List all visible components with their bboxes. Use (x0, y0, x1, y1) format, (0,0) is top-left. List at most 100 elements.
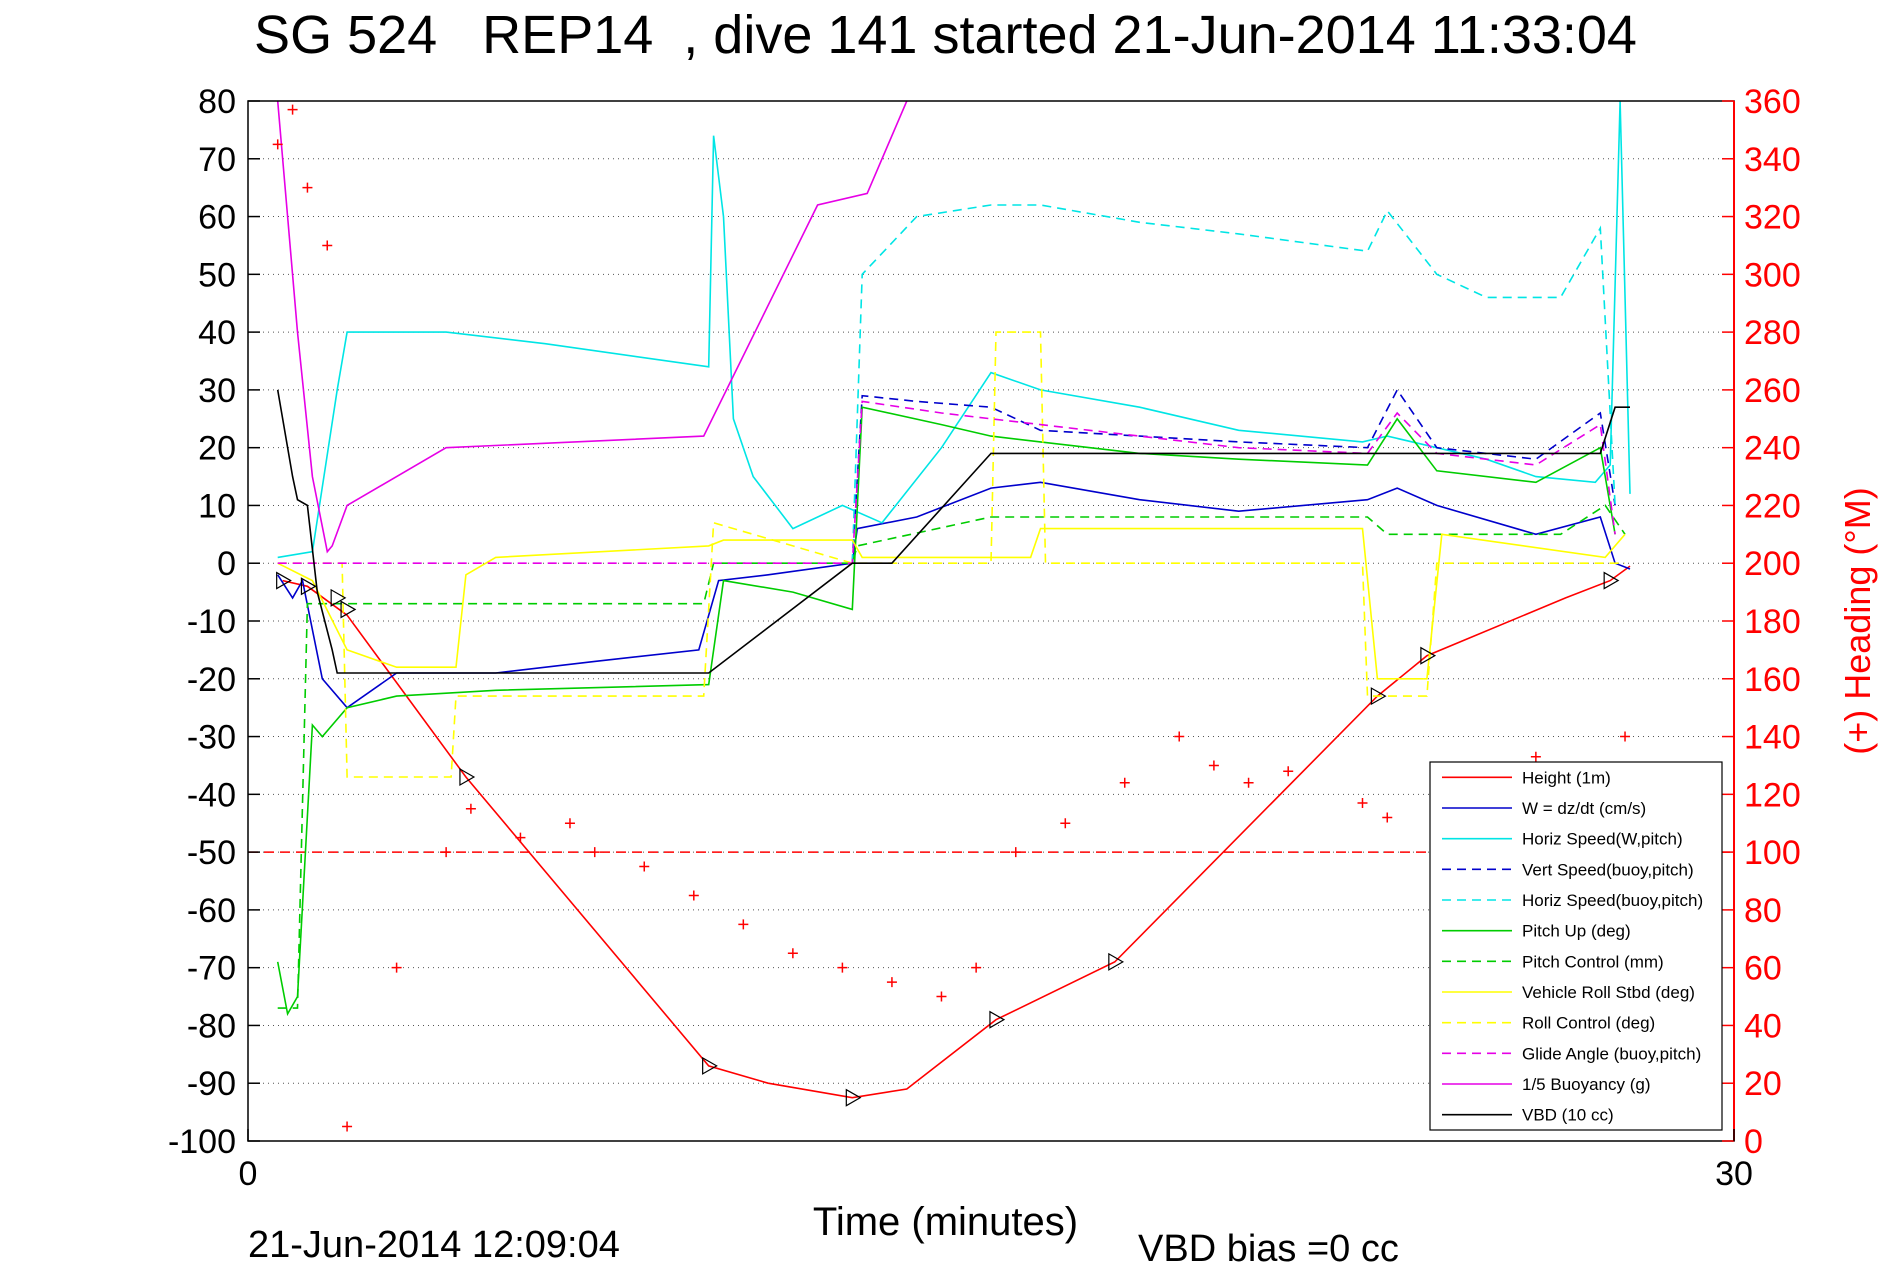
marker-layer (276, 571, 1620, 1107)
heading-point (886, 977, 897, 988)
tick-label-right: 40 (1744, 1007, 1782, 1045)
x-axis-label: Time (minutes) (812, 1200, 1079, 1244)
series-line-glide_angle (277, 400, 1616, 565)
tick-label-left: 60 (198, 199, 236, 237)
legend-entry-horiz_speed: Horiz Speed(W,pitch) (1522, 830, 1683, 849)
heading-point (1357, 798, 1368, 808)
series-line-horiz_speed_buoy (851, 204, 1616, 564)
legend-entry-horiz_speed_buoy: Horiz Speed(buoy,pitch) (1522, 891, 1703, 910)
heading-point (465, 803, 476, 814)
heading-point (515, 832, 526, 843)
heading-point (1208, 760, 1219, 771)
legend: Height (1m) W = dz/dt (cm/s) Horiz Speed(W… (1429, 761, 1723, 1131)
chart-title: SG 524 REP14 , dive 141 started 21-Jun-2… (254, 5, 1637, 65)
tick-label-left: 30 (198, 372, 236, 410)
height-marker (1603, 571, 1620, 590)
ticks: 80706050403020100-10-20-30-40-50-60-70-8… (168, 83, 1801, 1193)
tick-label-left: 40 (198, 314, 236, 352)
heading-layer (272, 104, 1631, 1132)
tick-label-x: 30 (1715, 1155, 1753, 1193)
height-marker (1370, 687, 1387, 706)
legend-entry-vert_speed: Vert Speed(buoy,pitch) (1522, 860, 1694, 879)
series-line-roll_control (277, 331, 1625, 778)
tick-label-left: 70 (198, 141, 236, 179)
series-line-height (282, 565, 1631, 1099)
legend-entry-pitch_control: Pitch Control (mm) (1522, 952, 1664, 971)
heading-point (589, 847, 600, 858)
tick-label-right: 140 (1744, 719, 1801, 757)
legend-entry-roll_control: Roll Control (deg) (1522, 1014, 1655, 1033)
tick-label-left: -90 (187, 1065, 236, 1103)
series-layer (248, 101, 1734, 1099)
tick-label-right: 240 (1744, 430, 1801, 468)
tick-label-right: 200 (1744, 545, 1801, 583)
height-marker (989, 1010, 1006, 1029)
legend-entry-w: W = dz/dt (cm/s) (1522, 799, 1646, 818)
tick-label-right: 340 (1744, 141, 1801, 179)
heading-point (564, 818, 575, 829)
tick-label-x: 0 (239, 1155, 258, 1193)
tick-label-left: -70 (187, 950, 236, 988)
heading-point (391, 962, 402, 973)
heading-point (688, 890, 699, 901)
series-line-vbd (276, 389, 1630, 674)
heading-point (1010, 847, 1021, 858)
heading-point (342, 1121, 353, 1132)
heading-point (1243, 777, 1254, 788)
tick-label-right: 260 (1744, 372, 1801, 410)
heading-point (1060, 818, 1071, 829)
tick-label-right: 320 (1744, 199, 1801, 237)
heading-point (302, 182, 313, 193)
heading-point (738, 919, 749, 930)
series-line-pitch_control (277, 504, 1626, 1009)
ylabel-right: (+) Heading (°M) (1837, 487, 1878, 754)
legend-entry-buoyancy: 1/5 Buoyancy (g) (1522, 1075, 1651, 1094)
heading-point (272, 139, 283, 150)
series-line-buoyancy (276, 101, 908, 554)
height-marker (330, 588, 347, 607)
heading-point (1174, 731, 1185, 742)
series-line-horiz_speed (277, 101, 1631, 559)
heading-point (787, 948, 798, 959)
height-marker (1420, 646, 1437, 665)
series-line-pitch_up (276, 406, 1616, 1017)
tick-label-left: -30 (187, 719, 236, 757)
tick-label-right: 60 (1744, 950, 1782, 988)
legend-entry-height: Height (1m) (1522, 768, 1611, 787)
tick-label-left: -100 (168, 1123, 236, 1161)
tick-label-left: 80 (198, 83, 236, 121)
tick-label-left: -10 (187, 603, 236, 641)
tick-label-left: 20 (198, 430, 236, 468)
height-marker (300, 577, 317, 596)
tick-label-right: 280 (1744, 314, 1801, 352)
heading-point (1283, 766, 1294, 777)
tick-label-right: 220 (1744, 487, 1801, 525)
heading-point (441, 847, 452, 858)
heading-point (322, 240, 333, 251)
height-marker (845, 1088, 862, 1107)
tick-label-right: 120 (1744, 776, 1801, 814)
vbd-bias: VBD bias =0 cc (1138, 1228, 1399, 1270)
height-marker (340, 600, 357, 619)
height-marker (702, 1056, 718, 1075)
heading-point (936, 991, 947, 1002)
height-marker (1108, 952, 1125, 971)
heading-point (1530, 751, 1541, 762)
tick-label-right: 80 (1744, 892, 1782, 930)
tick-label-left: 50 (198, 256, 236, 294)
tick-label-left: 10 (198, 487, 236, 525)
legend-entry-vehicle_roll: Vehicle Roll Stbd (deg) (1522, 983, 1695, 1002)
tick-label-left: -40 (187, 776, 236, 814)
legend-entry-glide_angle: Glide Angle (buoy,pitch) (1522, 1044, 1701, 1063)
legend-box (1429, 761, 1723, 1131)
heading-point (837, 962, 848, 973)
legend-entry-vbd: VBD (10 cc) (1522, 1106, 1614, 1125)
heading-point (287, 104, 298, 115)
series-line-vehicle_roll (277, 527, 1626, 680)
heading-point (1119, 777, 1130, 788)
tick-label-right: 20 (1744, 1065, 1782, 1103)
tick-label-left: 0 (217, 545, 236, 583)
height-marker (276, 571, 292, 590)
tick-label-left: -60 (187, 892, 236, 930)
